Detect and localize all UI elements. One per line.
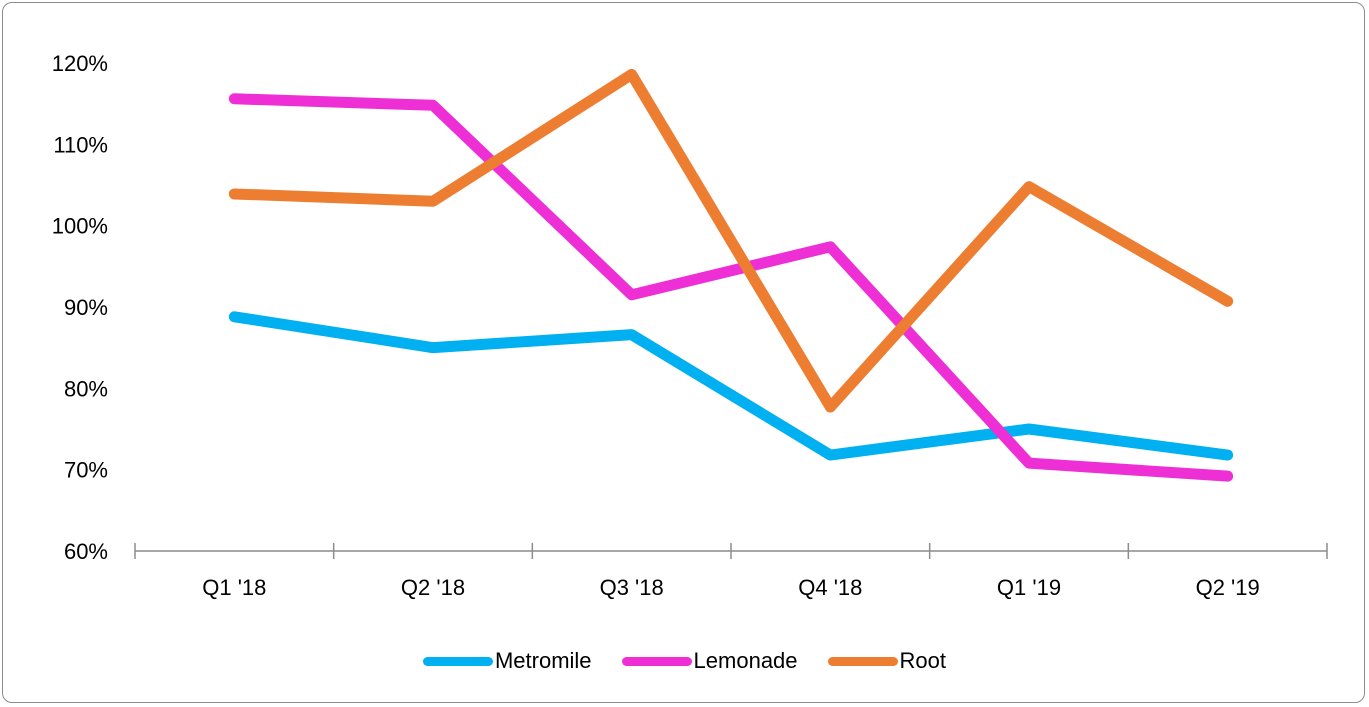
series-line-root [228,68,1234,413]
y-axis-tick-labels: 60% 70% 80% 90% 100% 110% 120% [52,51,108,564]
y-tick-label: 120% [52,51,108,76]
legend-item-root: Root [827,648,947,674]
legend-label: Metromile [494,648,592,673]
y-tick-label: 60% [64,539,108,564]
x-tick-label: Q2 '18 [401,575,465,600]
legend-label: Lemonade [693,648,798,673]
legend-swatch [621,656,692,666]
x-axis [134,543,1328,559]
y-tick-label: 70% [64,458,108,483]
y-tick-label: 110% [53,132,108,157]
x-tick-label: Q1 '19 [997,575,1061,600]
y-tick-label: 80% [64,376,108,401]
legend: Metromile Lemonade Root [0,645,1369,677]
x-axis-tick-labels: Q1 '18 Q2 '18 Q3 '18 Q4 '18 Q1 '19 Q2 '19 [202,575,1259,600]
legend-item-lemonade: Lemonade [621,648,798,674]
x-tick-label: Q2 '19 [1196,575,1260,600]
x-tick-label: Q3 '18 [600,575,664,600]
x-tick-label: Q1 '18 [202,575,266,600]
series-lines [228,68,1234,482]
y-tick-label: 90% [64,295,108,320]
series-line-lemonade [228,93,1234,482]
x-tick-label: Q4 '18 [798,575,862,600]
legend-swatch [827,656,898,666]
legend-swatch [422,656,493,666]
series-line-metromile [228,311,1234,461]
y-tick-label: 100% [52,214,108,239]
legend-label: Root [899,648,947,673]
legend-item-metromile: Metromile [422,648,592,674]
